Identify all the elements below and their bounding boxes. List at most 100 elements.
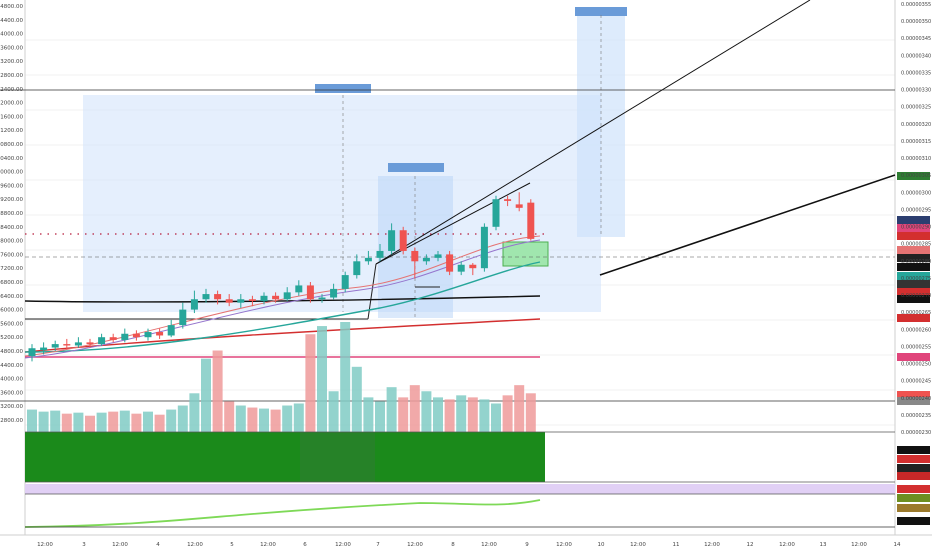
indicator-panel-green — [25, 432, 545, 482]
x-tick-label: 3 — [82, 542, 86, 548]
right-tick-label: 0.00000340 — [901, 53, 931, 59]
candle-body — [225, 299, 233, 303]
volume-bar — [305, 334, 316, 432]
price-badge — [897, 216, 930, 224]
volume-bar — [96, 412, 107, 432]
right-tick-label: 0.00000245 — [901, 379, 931, 385]
price-badge — [897, 232, 930, 240]
trendline-upper — [375, 0, 811, 265]
right-tick-label: 0.00000315 — [901, 139, 931, 145]
volume-bar — [375, 401, 385, 432]
right-tick-label: 0.00000325 — [901, 105, 931, 111]
volume-bar — [131, 413, 142, 432]
candle-body — [422, 257, 430, 262]
candle-body — [504, 199, 512, 201]
left-tick-label: 13600.00 — [0, 45, 23, 51]
trendline-lower — [599, 174, 896, 276]
volume-bar — [177, 405, 188, 432]
candle-body — [51, 344, 59, 348]
candle-body — [434, 254, 442, 258]
right-tick-label: 0.00000285 — [901, 242, 931, 248]
candle-body — [214, 294, 222, 300]
candle-body — [86, 342, 94, 345]
left-tick-label: 14000.00 — [0, 32, 23, 38]
x-tick-label: 12:00 — [779, 542, 795, 548]
volume-bar — [247, 407, 258, 432]
volume-bar — [38, 411, 49, 432]
candle-body — [144, 332, 152, 338]
left-tick-label: 6000.00 — [0, 308, 23, 314]
price-badge — [897, 504, 930, 512]
x-tick-label: 7 — [376, 542, 380, 548]
volume-bar — [351, 366, 362, 432]
volume-bar — [421, 391, 432, 432]
rsi-band — [25, 484, 895, 494]
volume-bar — [317, 326, 327, 432]
price-badge — [897, 472, 930, 480]
volume-bar — [409, 385, 420, 432]
candle-body — [353, 261, 361, 276]
volume-bar — [235, 405, 246, 432]
candle-body — [306, 285, 314, 300]
volume-bar — [479, 399, 490, 432]
x-tick-label: 5 — [230, 542, 234, 548]
right-tick-label: 0.00000240 — [901, 396, 931, 402]
oscillator-line — [24, 499, 541, 528]
volume-bar — [143, 411, 153, 432]
right-tick-label: 0.00000335 — [901, 70, 931, 76]
candle-body — [527, 202, 535, 239]
x-tick-label: 12:00 — [335, 542, 351, 548]
right-tick-label: 0.00000260 — [901, 327, 931, 333]
left-tick-label: 12800.00 — [0, 73, 23, 79]
volume-bar — [166, 409, 177, 432]
volume-bar — [201, 358, 211, 432]
left-tick-label: 7200.00 — [0, 266, 23, 272]
volume-bar — [27, 409, 37, 432]
measure-label-bg — [315, 84, 371, 93]
candle-body — [156, 332, 164, 336]
price-badge — [897, 397, 930, 405]
price-badge — [897, 295, 930, 303]
volume-bar — [363, 397, 374, 432]
candle-body — [40, 347, 48, 351]
x-tick-label: 9 — [525, 542, 529, 548]
candle-body — [74, 342, 82, 346]
price-badge — [897, 254, 930, 262]
x-tick-label: 12 — [747, 542, 754, 548]
left-tick-label: 9600.00 — [0, 183, 23, 189]
candle-body — [237, 299, 245, 303]
candle-body — [388, 230, 396, 251]
right-tick-label: 0.00000295 — [901, 207, 931, 213]
right-tick-label: 0.00000265 — [901, 310, 931, 316]
x-tick-label: 12:00 — [260, 542, 276, 548]
candle-body — [63, 344, 71, 346]
volume-bar — [119, 410, 130, 432]
price-badge — [897, 446, 930, 454]
candle-body — [469, 264, 477, 269]
volume-bar — [259, 408, 269, 432]
left-tick-label: 5600.00 — [0, 321, 23, 327]
left-tick-label: 2800.00 — [0, 418, 23, 424]
price-badge — [897, 224, 930, 232]
price-badge — [897, 494, 930, 502]
candle-body — [446, 254, 454, 272]
volume-bar — [525, 393, 536, 432]
right-tick-label: 0.00000290 — [901, 225, 931, 231]
candle-body — [28, 348, 36, 357]
x-tick-label: 12:00 — [704, 542, 720, 548]
left-tick-label: 11200.00 — [0, 128, 23, 134]
candle-body — [480, 226, 488, 269]
x-tick-label: 13 — [820, 542, 827, 548]
candle-body — [190, 299, 198, 310]
left-tick-label: 3600.00 — [0, 390, 23, 396]
right-tick-label: 0.00000255 — [901, 344, 931, 350]
left-tick-label: 10800.00 — [0, 142, 23, 148]
left-tick-label: 8800.00 — [0, 211, 23, 217]
price-badge — [897, 280, 930, 288]
indicator-panel-highlight — [300, 432, 375, 482]
left-tick-label: 4400.00 — [0, 363, 23, 369]
left-tick-label: 12400.00 — [0, 87, 23, 93]
right-tick-label: 0.00000355 — [901, 2, 931, 8]
candle-body — [109, 337, 117, 340]
